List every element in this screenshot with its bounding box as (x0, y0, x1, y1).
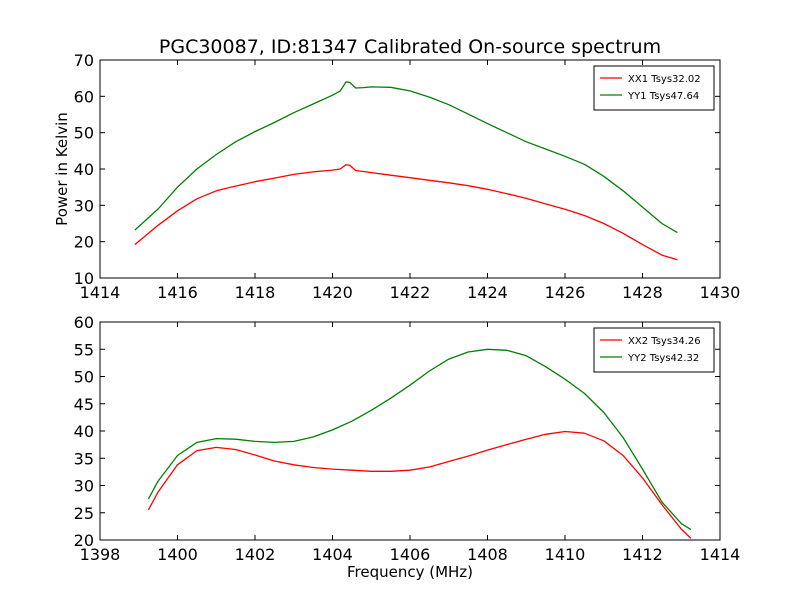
x-tick-label: 1414 (80, 283, 121, 302)
series-line-1 (147, 430, 692, 539)
series-line-2 (134, 81, 678, 234)
y-tick-label: 40 (74, 160, 94, 179)
legend: XX2 Tsys34.26 YY2 Tsys42.32 (593, 327, 715, 373)
y-tick-label: 20 (74, 233, 94, 252)
series-line-1 (134, 163, 678, 261)
y-tick-label: 55 (74, 340, 94, 359)
x-axis-label: Frequency (MHz) (347, 563, 473, 581)
x-tick-label: 1420 (312, 283, 353, 302)
y-tick-label: 50 (74, 124, 94, 143)
y-tick-label: 70 (74, 51, 94, 70)
legend: XX1 Tsys32.02 YY1 Tsys47.64 (593, 65, 715, 111)
figure-title: PGC30087, ID:81347 Calibrated On-source … (159, 36, 661, 58)
y-tick-label: 20 (74, 531, 94, 550)
x-tick-label: 1416 (157, 283, 198, 302)
legend-label: XX1 Tsys32.02 (628, 74, 701, 85)
x-tick-label: 1408 (467, 545, 508, 564)
legend-box (593, 65, 715, 111)
x-tick-label: 1406 (390, 545, 431, 564)
x-tick-label: 1398 (80, 545, 121, 564)
y-tick-label: 35 (74, 449, 94, 468)
x-tick-label: 1414 (700, 545, 741, 564)
bottom-panel: 1398 1400 1402 1404 1406 1408 1410 1412 1414 20 25… (74, 313, 741, 564)
y-axis-label: Power in Kelvin (53, 112, 71, 226)
legend-box (593, 327, 715, 373)
x-tick-label: 1424 (467, 283, 508, 302)
y-tick-label: 60 (74, 87, 94, 106)
legend-label: YY1 Tsys47.64 (627, 91, 699, 102)
y-tick-label: 25 (74, 504, 94, 523)
x-tick-label: 1422 (390, 283, 431, 302)
y-tick-label: 40 (74, 422, 94, 441)
y-tick-label: 10 (74, 269, 94, 288)
x-tick-label: 1410 (545, 545, 586, 564)
series-line-2 (147, 348, 692, 531)
x-tick-label: 1404 (312, 545, 353, 564)
legend-label: XX2 Tsys34.26 (628, 336, 701, 347)
x-tick-label: 1400 (157, 545, 198, 564)
y-tick-label: 30 (74, 477, 94, 496)
x-tick-label: 1418 (235, 283, 276, 302)
x-tick-label: 1428 (622, 283, 663, 302)
x-tick-label: 1402 (235, 545, 276, 564)
top-panel: 1414 1416 1418 1420 1422 1424 1426 1428 1430 10 20… (74, 51, 741, 302)
legend-label: YY2 Tsys42.32 (627, 353, 699, 364)
x-tick-label: 1412 (622, 545, 663, 564)
x-tick-label: 1426 (545, 283, 586, 302)
y-tick-label: 30 (74, 196, 94, 215)
x-tick-label: 1430 (700, 283, 741, 302)
y-tick-label: 50 (74, 368, 94, 387)
y-tick-label: 45 (74, 395, 94, 414)
y-tick-label: 60 (74, 313, 94, 332)
